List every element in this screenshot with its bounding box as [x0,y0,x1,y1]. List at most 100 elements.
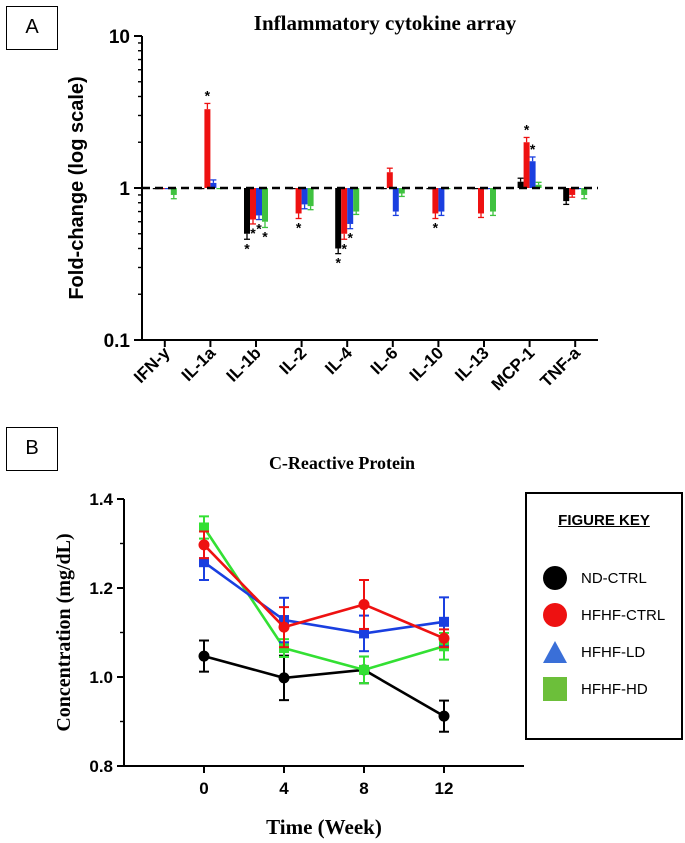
significance-marker: * [205,87,211,103]
bar [581,188,588,195]
key-item-hfhf-ctrl: HFHF-CTRL [541,601,665,629]
bar [398,188,405,194]
x-tick-label: 0 [199,779,208,798]
series-line [203,561,445,635]
significance-marker: * [335,255,341,271]
data-point [438,710,450,722]
bar [164,188,171,190]
significance-marker: * [530,141,536,157]
bar [529,161,536,188]
data-point [198,539,210,551]
data-point [278,672,290,684]
data-point [359,628,369,639]
data-point [278,621,290,633]
bar [535,184,542,188]
x-tick-label: 8 [359,779,368,798]
bar [392,188,399,212]
bar [347,188,354,224]
y-axis-label: Concentration (mg/dL) [53,533,75,731]
x-tick-label: IL-13 [451,343,492,384]
x-tick-label: IL-1a [178,343,220,385]
data-point [199,522,209,533]
bar [432,188,439,214]
panel-b-label: B [6,427,58,471]
significance-marker: * [262,228,268,244]
x-tick-label: 12 [435,779,454,798]
key-symbol-circle [543,566,567,590]
bar [523,142,530,188]
bar [250,188,256,220]
bar [170,188,177,195]
series-line [202,526,445,672]
significance-marker: * [296,220,302,236]
significance-marker: * [244,240,250,256]
y-tick-label: 1.0 [89,668,113,687]
key-item-hfhf-ld: HFHF-LD [541,638,645,666]
x-tick-label: IL-4 [321,343,356,378]
data-point [358,598,370,610]
x-tick-label: 4 [279,779,289,798]
x-tick-label: TNF-a [537,343,585,391]
key-label: ND-CTRL [581,569,647,587]
bar [301,188,308,205]
bar [262,188,268,222]
bar [438,188,445,212]
y-tick-label: 1.2 [89,579,113,598]
data-point [199,557,209,568]
bar [517,181,524,188]
x-tick-label: IL-1b [223,343,265,385]
x-tick-label: IL-6 [367,343,402,378]
key-symbol-triangle [543,641,567,663]
bar [341,188,348,234]
y-tick-label: 10 [109,27,130,48]
y-tick-label: 1.4 [89,490,113,509]
y-tick-label: 1 [119,179,130,200]
key-symbol-circle [543,603,567,627]
bar [204,109,211,188]
panel-a-label: A [6,6,58,50]
bar [256,188,262,216]
x-tick-label: IL-10 [406,343,447,384]
key-label: HFHF-CTRL [581,606,666,624]
figure-key-title: FIGURE KEY [558,512,650,529]
bar [569,188,576,195]
series-line [203,654,445,718]
figure-key: FIGURE KEY ND-CTRL HFHF-CTRL HFHF-LD HFH… [525,492,683,740]
bar [307,188,314,207]
key-label: HFHF-LD [581,643,646,661]
bar [295,188,302,214]
x-tick-label: IFN-y [130,343,174,387]
data-point [359,664,369,675]
bar [353,188,360,212]
chart-title: C-Reactive Protein [269,453,415,473]
significance-marker: * [250,225,256,241]
y-axis-label: Fold-change (log scale) [66,76,88,299]
data-point [439,616,449,627]
key-symbol-square [543,677,567,701]
significance-marker: * [433,220,439,236]
bar [244,188,250,234]
crp-line-chart: C-Reactive Protein Concentration (mg/dL) T… [53,453,524,839]
key-label: HFHF-HD [581,680,648,698]
bar [216,188,223,190]
significance-marker: * [524,121,530,137]
series-line [203,543,445,640]
chart-title: Inflammatory cytokine array [254,11,517,35]
x-axis-label: Time (Week) [266,815,382,839]
key-item-hfhf-hd: HFHF-HD [541,675,648,703]
x-tick-label: IL-2 [276,343,311,378]
y-tick-label: 0.1 [104,331,131,352]
bar [210,182,217,188]
bar [478,188,484,214]
bar [490,188,496,212]
significance-marker: * [256,221,262,237]
cytokine-bar-chart: Inflammatory cytokine array Fold-change (… [66,11,598,394]
significance-marker: * [341,240,347,256]
significance-marker: * [347,230,353,246]
bar [386,172,393,188]
key-item-nd-ctrl: ND-CTRL [541,564,647,592]
y-tick-label: 0.8 [89,757,113,776]
x-tick-label: MCP-1 [488,343,539,394]
bar [335,188,342,249]
